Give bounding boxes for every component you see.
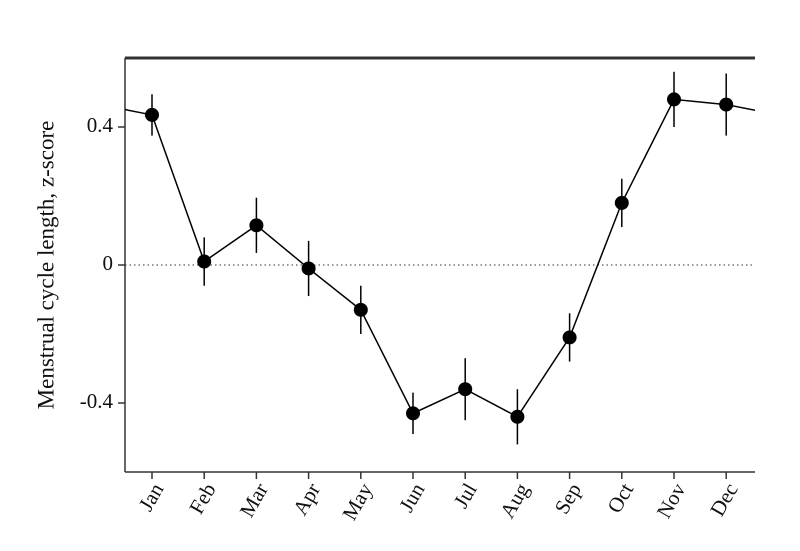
y-tick-label: 0 xyxy=(103,251,114,275)
x-tick-label: Apr xyxy=(288,479,325,519)
data-point xyxy=(301,261,316,276)
data-point xyxy=(145,107,159,122)
data-point xyxy=(458,382,473,397)
y-axis-label: Menstrual cycle length, z-score xyxy=(33,121,58,410)
x-tick-label: May xyxy=(337,478,377,524)
data-line xyxy=(151,98,727,418)
x-tick-label: Feb xyxy=(184,479,221,518)
data-point xyxy=(249,218,264,233)
wrap-line xyxy=(125,108,153,116)
data-point xyxy=(197,254,212,269)
data-point xyxy=(406,406,420,421)
y-tick-label: 0.4 xyxy=(87,113,114,137)
wrap-line xyxy=(726,103,755,112)
data-point xyxy=(719,97,734,112)
x-tick-label: Jan xyxy=(134,478,169,515)
data-point xyxy=(510,409,525,424)
x-tick-label: Aug xyxy=(495,478,534,522)
data-point xyxy=(562,330,577,345)
x-tick-label: Nov xyxy=(652,478,691,522)
data-point xyxy=(667,92,681,107)
x-tick-label: Mar xyxy=(235,479,273,521)
x-tick-label: Dec xyxy=(705,479,743,520)
x-tick-label: Jul xyxy=(449,479,482,512)
plot-area xyxy=(125,71,755,445)
x-tick-label: Jun xyxy=(394,478,430,516)
data-point xyxy=(614,195,629,210)
data-point xyxy=(353,302,368,317)
x-tick-label: Oct xyxy=(602,479,638,517)
y-tick-label: -0.4 xyxy=(80,389,114,413)
x-tick-label: Sep xyxy=(550,479,587,518)
